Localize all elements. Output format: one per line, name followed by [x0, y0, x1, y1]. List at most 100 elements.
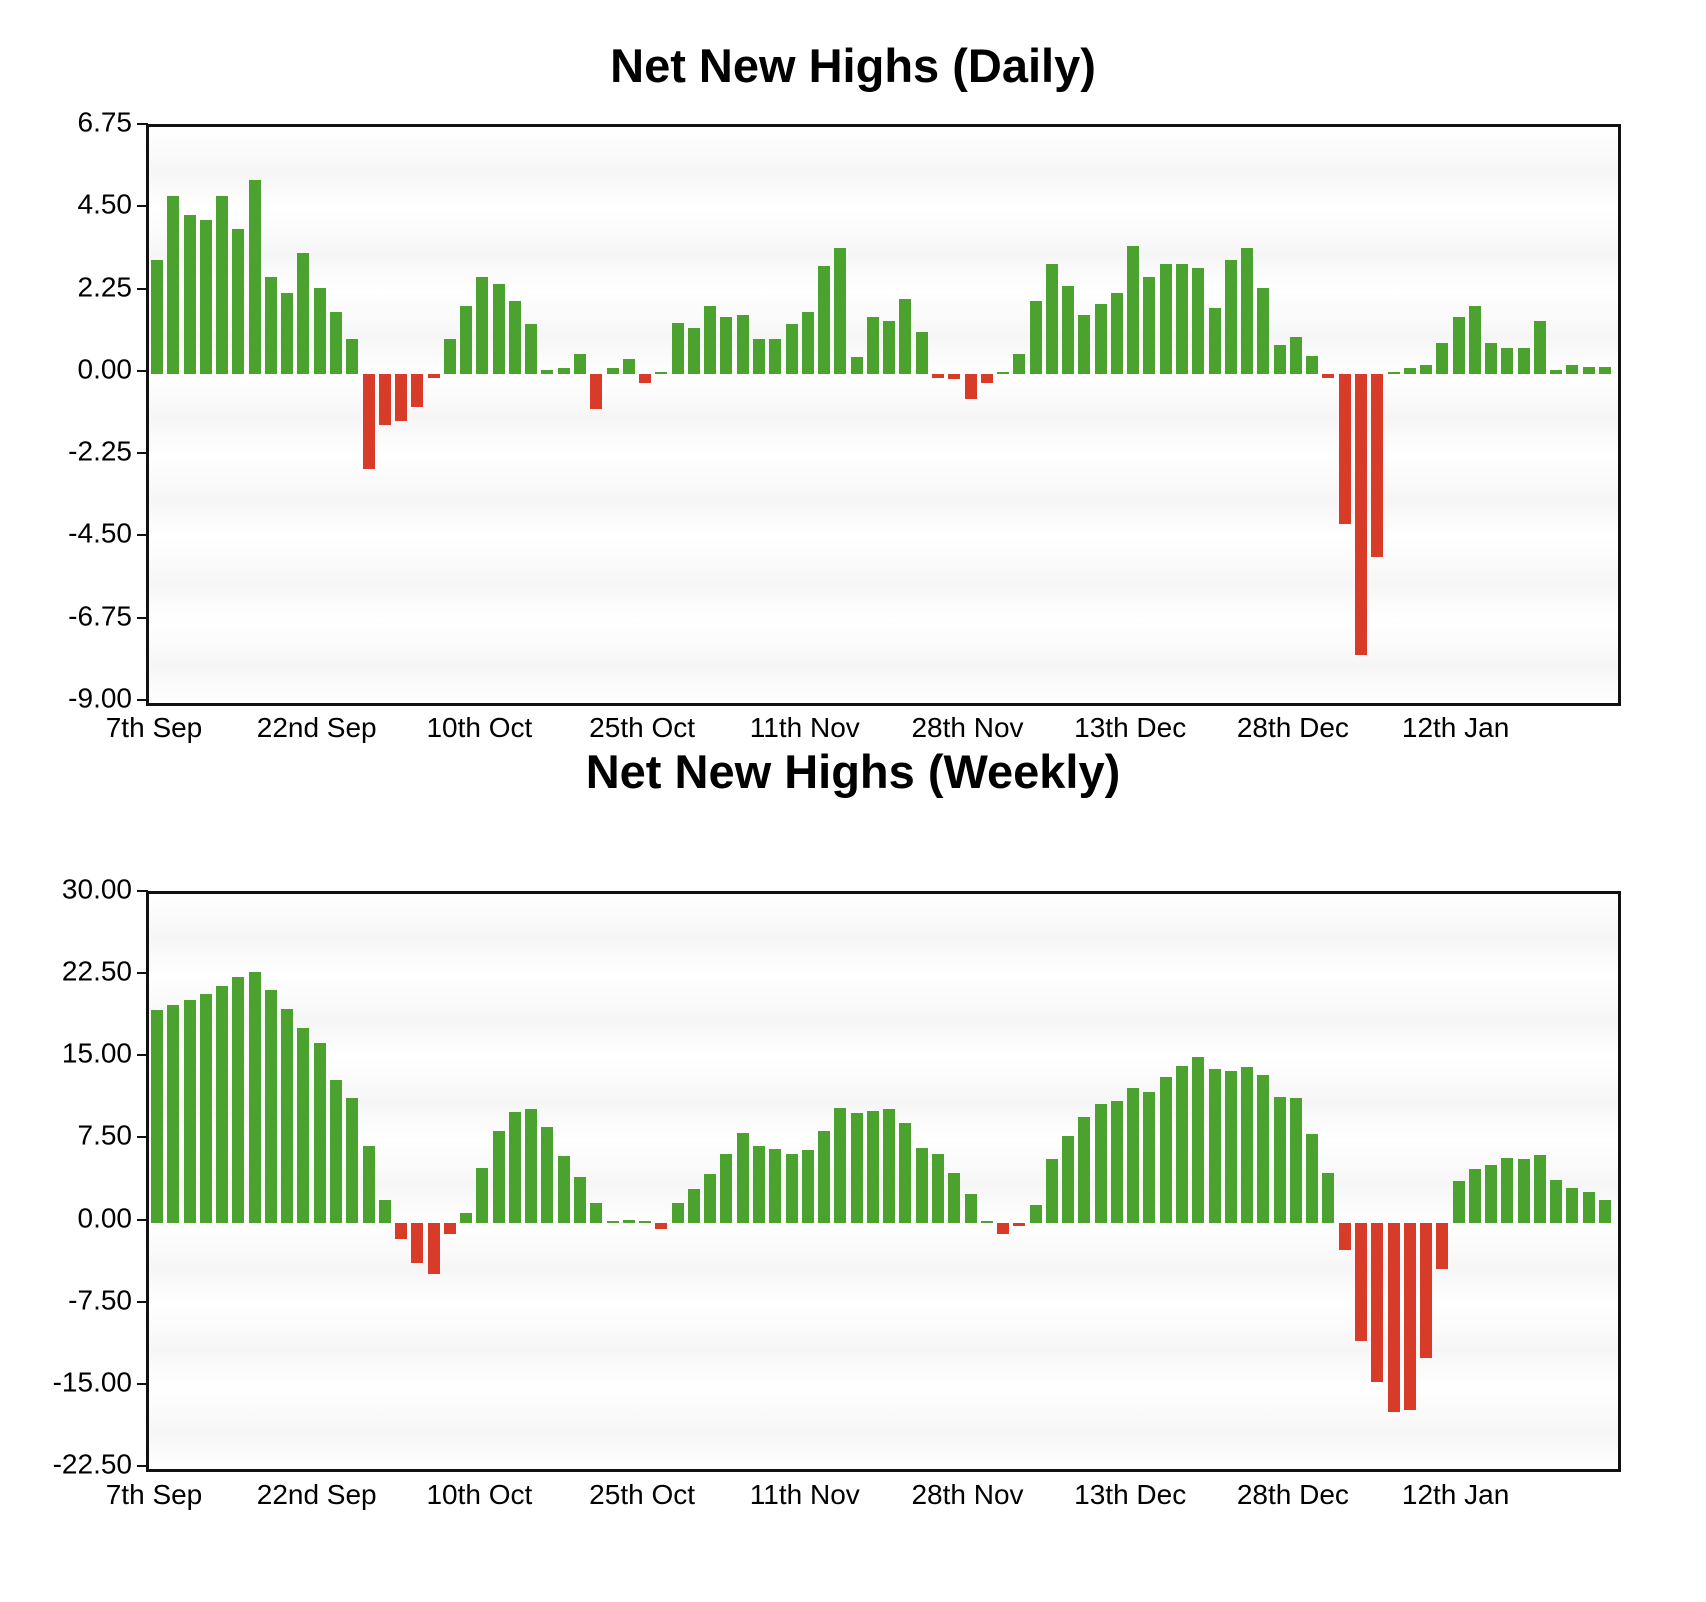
weekly-bar — [460, 1212, 473, 1223]
weekly-bar — [1452, 1180, 1465, 1223]
daily-bar — [606, 368, 619, 374]
daily-bar — [1306, 355, 1319, 374]
daily-bar — [801, 311, 814, 374]
daily-bar — [1257, 287, 1270, 374]
daily-bar — [541, 370, 554, 374]
daily-bar — [508, 300, 521, 374]
weekly-bar — [1533, 1154, 1546, 1223]
daily-y-tick-mark — [137, 616, 148, 619]
weekly-bar — [1045, 1159, 1058, 1223]
daily-bar — [1485, 342, 1498, 374]
daily-y-axis-label: -6.75 — [68, 600, 132, 632]
daily-bar — [1387, 372, 1400, 374]
daily-bar — [460, 306, 473, 374]
weekly-bar — [1468, 1168, 1481, 1223]
daily-bar — [1192, 267, 1205, 374]
weekly-y-axis-label: 15.00 — [61, 1038, 132, 1070]
daily-x-axis-label: 7th Sep — [105, 712, 203, 743]
weekly-bar — [1354, 1222, 1367, 1341]
weekly-chart-plot-area — [146, 891, 1621, 1472]
daily-bar — [1533, 320, 1546, 374]
weekly-bar — [264, 990, 277, 1223]
daily-bar — [1094, 304, 1107, 374]
daily-bar — [1273, 344, 1286, 374]
weekly-bar — [704, 1174, 717, 1223]
weekly-bar — [1517, 1159, 1530, 1223]
weekly-bar — [850, 1113, 863, 1223]
daily-x-axis-label: 13th Dec — [1074, 712, 1187, 743]
weekly-bar — [752, 1145, 765, 1223]
weekly-y-tick-mark — [137, 1300, 148, 1303]
daily-y-tick-mark — [137, 123, 148, 125]
daily-bar — [1354, 373, 1367, 656]
daily-bar — [1224, 260, 1237, 374]
daily-bar — [948, 373, 961, 380]
daily-bar — [1110, 293, 1123, 374]
weekly-bar — [1257, 1074, 1270, 1223]
weekly-y-axis-label: 0.00 — [77, 1202, 133, 1234]
weekly-bar — [1403, 1222, 1416, 1410]
daily-bar — [1208, 308, 1221, 374]
weekly-bar — [476, 1167, 489, 1223]
weekly-y-tick-mark — [137, 1054, 148, 1057]
weekly-bar — [411, 1222, 424, 1264]
daily-chart-plot-area — [146, 124, 1621, 706]
weekly-y-tick-mark — [137, 1136, 148, 1139]
weekly-bar — [639, 1221, 652, 1223]
weekly-bar — [1387, 1222, 1400, 1413]
weekly-bar — [1582, 1192, 1595, 1223]
daily-bar — [964, 373, 977, 400]
daily-bar — [1403, 368, 1416, 374]
daily-bar — [1029, 300, 1042, 374]
daily-bar — [1322, 373, 1335, 379]
daily-bar — [931, 373, 944, 378]
weekly-bar — [1078, 1117, 1091, 1223]
daily-bar — [574, 353, 587, 374]
daily-bar — [1289, 337, 1302, 374]
weekly-bar — [329, 1080, 342, 1223]
weekly-bar — [1208, 1069, 1221, 1223]
weekly-bar — [395, 1222, 408, 1239]
daily-bar — [313, 287, 326, 374]
weekly-y-tick-mark — [137, 972, 148, 975]
weekly-bar — [1127, 1087, 1140, 1223]
weekly-y-axis-label: -15.00 — [52, 1366, 132, 1398]
daily-bar — [769, 339, 782, 374]
weekly-bar — [980, 1221, 993, 1223]
daily-bar — [980, 373, 993, 383]
weekly-bar — [655, 1222, 668, 1229]
daily-y-axis-label: 4.50 — [77, 189, 133, 221]
daily-bar — [557, 368, 570, 374]
weekly-bar — [281, 1009, 294, 1223]
weekly-bar — [1241, 1067, 1254, 1223]
daily-bar — [1566, 364, 1579, 374]
daily-bar — [752, 339, 765, 374]
daily-bar — [1127, 245, 1140, 374]
daily-bar — [785, 324, 798, 374]
daily-bar — [639, 373, 652, 383]
weekly-bar — [801, 1150, 814, 1223]
weekly-x-axis-label: 7th Sep — [105, 1479, 203, 1510]
daily-row-band — [149, 538, 1618, 621]
daily-bar — [427, 373, 440, 379]
weekly-x-axis-label: 28th Nov — [911, 1479, 1024, 1510]
weekly-bar — [818, 1130, 831, 1223]
daily-bar — [232, 229, 245, 374]
weekly-bar — [606, 1221, 619, 1223]
weekly-row-band — [149, 976, 1618, 1059]
daily-row-band — [149, 620, 1618, 703]
daily-bar — [655, 372, 668, 374]
weekly-bar — [1029, 1205, 1042, 1223]
weekly-bar — [1371, 1222, 1384, 1383]
daily-bar — [818, 265, 831, 374]
daily-bar — [167, 196, 180, 374]
weekly-bar — [1192, 1057, 1205, 1223]
weekly-bar — [834, 1107, 847, 1223]
weekly-bar — [1110, 1101, 1123, 1223]
weekly-bar — [1599, 1199, 1612, 1223]
weekly-y-tick-mark — [137, 1465, 148, 1467]
weekly-bar — [232, 977, 245, 1223]
weekly-bar — [1566, 1187, 1579, 1223]
daily-bar — [183, 214, 196, 374]
weekly-bar — [1338, 1222, 1351, 1250]
